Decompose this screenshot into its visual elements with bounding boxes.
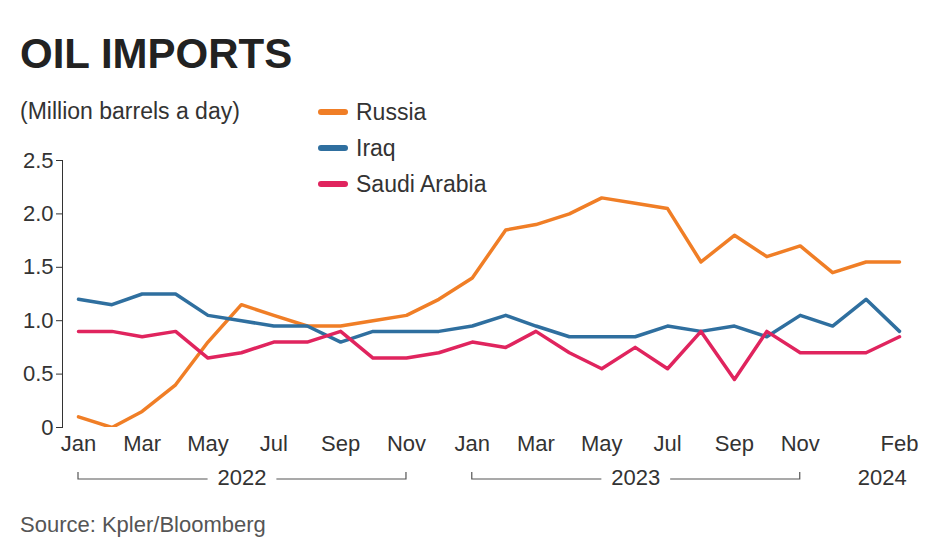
html-text:Iraq: Iraq [356,134,396,161]
svg-text:1.5: 1.5 [23,254,54,279]
svg-text:Sep: Sep [715,431,754,456]
svg-text:May: May [187,431,229,456]
svg-text:Jul: Jul [260,431,288,456]
svg-text:Mar: Mar [517,431,555,456]
svg-text:Nov: Nov [781,431,820,456]
svg-text:2.5: 2.5 [23,148,54,173]
html-text:Russia: Russia [356,98,427,125]
svg-text:May: May [581,431,623,456]
svg-text:Sep: Sep [321,431,360,456]
svg-text:1.0: 1.0 [23,308,54,333]
svg-text:Jul: Jul [653,431,681,456]
svg-text:Mar: Mar [123,431,161,456]
svg-text:2.0: 2.0 [23,201,54,226]
svg-text:0: 0 [41,415,53,440]
html-text:Source: Kpler/Bloomberg: Source: Kpler/Bloomberg [20,512,266,537]
svg-text:2022: 2022 [218,465,267,490]
svg-text:2023: 2023 [611,465,660,490]
svg-text:0.5: 0.5 [23,361,54,386]
svg-text:Jan: Jan [455,431,490,456]
svg-text:Jan: Jan [61,431,96,456]
html-text:Saudi Arabia: Saudi Arabia [356,170,487,197]
svg-text:Nov: Nov [387,431,426,456]
html-text:(Million barrels a day): (Million barrels a day) [20,98,240,124]
svg-text:Feb: Feb [881,431,919,456]
html-text:OIL IMPORTS: OIL IMPORTS [20,30,293,77]
svg-text:2024: 2024 [858,465,907,490]
